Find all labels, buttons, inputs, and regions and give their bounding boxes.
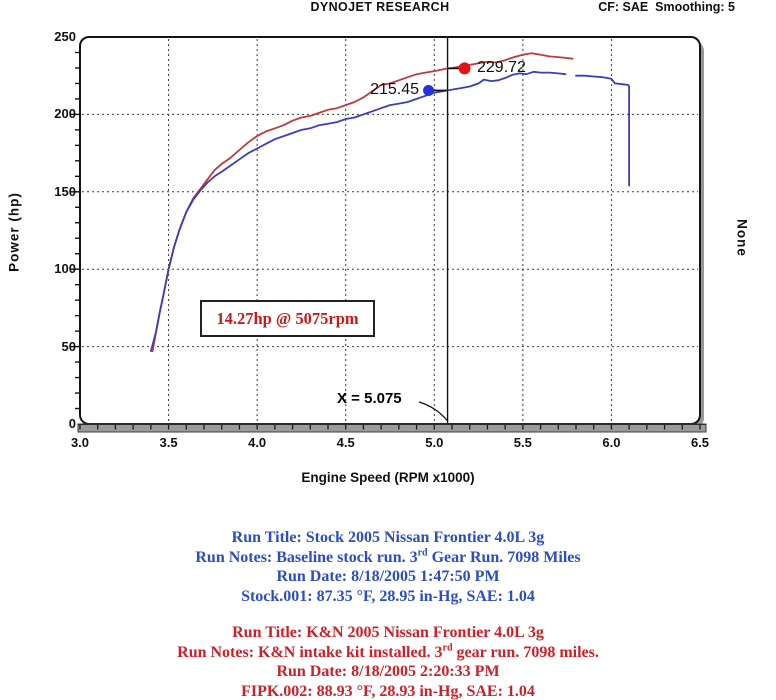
stock-run-title: Run Title: Stock 2005 Nissan Frontier 4.… [231,529,545,546]
x-axis-title: Engine Speed (RPM x1000) [301,470,475,485]
x-tick-label: 3.5 [159,435,178,450]
stock-run-notes: Run Notes: Baseline stock run. 3rd Gear … [195,547,581,566]
correction-smoothing-setting: CF: SAE Smoothing: 5 [598,0,735,14]
right-axis-title: None [734,219,750,257]
y-tick-label: 0 [68,416,76,431]
kn-run-info: Run Title: K&N 2005 Nissan Frontier 4.0L… [0,623,776,700]
x-tick-label: 4.5 [336,435,355,450]
page-title: DYNOJET RESEARCH [310,0,450,14]
x-tick-label: 4.0 [248,435,267,450]
stock-run-info: Run Title: Stock 2005 Nissan Frontier 4.… [0,528,776,606]
y-tick-label: 250 [54,29,76,44]
kn-power-curve [151,52,574,353]
kn-run-date: Run Date: 8/18/2005 2:20:33 PM [276,663,500,680]
stock-power-curve [149,70,567,353]
cursor-label-pointer [418,401,449,422]
y-tick-label: 150 [54,183,76,199]
stock-power-curve [575,74,630,187]
gain-annotation-text: 14.27hp @ 5075rpm [216,308,359,328]
kn-run-title: Run Title: K&N 2005 Nissan Frontier 4.0L… [232,624,544,641]
x-tick-label: 6.5 [690,435,710,450]
y-axis-title: Power (hp) [6,192,22,272]
stock-run-conditions: Stock.001: 87.35 °F, 28.95 in-Hg, SAE: 1… [241,587,535,605]
y-tick-label: 50 [61,338,76,354]
cursor-position-label: X = 5.075 [337,390,402,407]
x-tick-label: 6.0 [602,435,621,450]
y-tick-label: 100 [54,261,76,277]
stock-run-date: Run Date: 8/18/2005 1:47:50 PM [276,568,500,585]
y-tick-label: 200 [54,106,76,122]
x-tick-label: 5.5 [513,435,532,450]
stock-cursor-dot[interactable] [423,84,435,96]
stock-power-value-label: 215.45 [370,81,419,98]
x-tick-label: 3.0 [70,435,90,450]
kn-run-conditions: FIPK.002: 88.93 °F, 28.93 in-Hg, SAE: 1.… [241,682,535,700]
kn-cursor-dot[interactable] [458,62,471,75]
kn-run-notes: Run Notes: K&N intake kit installed. 3rd… [177,642,599,661]
kn-power-value-label: 229.72 [477,59,526,76]
x-tick-label: 5.0 [425,435,444,450]
dyno-plot[interactable] [0,0,776,500]
gain-annotation-box: 14.27hp @ 5075rpm [200,300,375,337]
